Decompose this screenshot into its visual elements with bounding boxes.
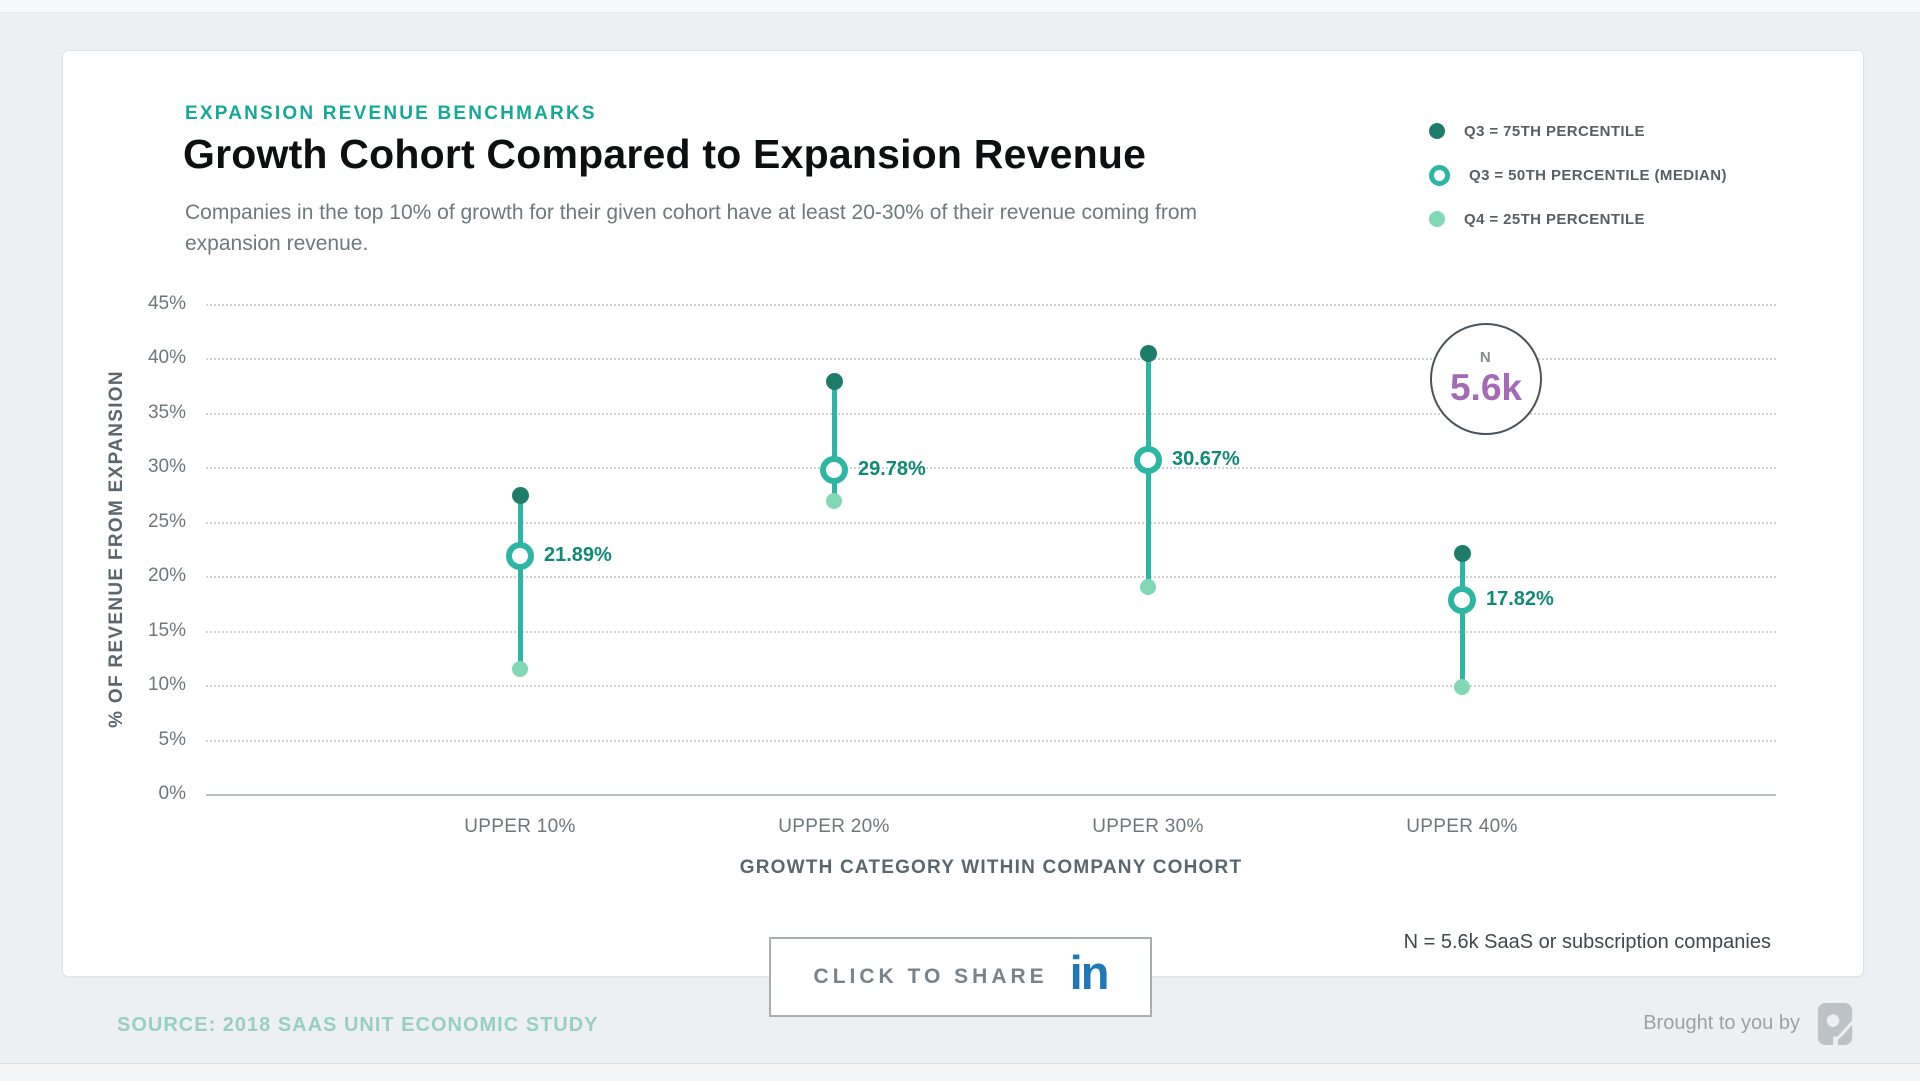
x-tick-label-upper-40-: UPPER 40% <box>1406 816 1518 837</box>
q4-25th-percentile-dot-upper-20- <box>826 493 842 510</box>
gridline-0 <box>206 794 1776 796</box>
eyebrow-label: EXPANSION REVENUE BENCHMARKS <box>185 103 597 124</box>
linkedin-icon: in <box>1069 945 1110 999</box>
median-ring-upper-20- <box>820 455 848 484</box>
legend-row-2: Q4 = 25TH PERCENTILE <box>1429 197 1727 241</box>
legend-marker-ring-icon <box>1429 164 1450 186</box>
x-tick-label-upper-30-: UPPER 30% <box>1092 816 1204 837</box>
legend-label: Q4 = 25TH PERCENTILE <box>1464 210 1645 228</box>
legend-marker-filled-dark-icon <box>1429 123 1445 139</box>
legend-label: Q3 = 75TH PERCENTILE <box>1464 122 1645 140</box>
x-tick-label-upper-10-: UPPER 10% <box>464 816 576 837</box>
q4-25th-percentile-dot-upper-30- <box>1140 579 1156 596</box>
page-subtitle: Companies in the top 10% of growth for t… <box>185 201 1198 255</box>
profitwell-logo-icon <box>1814 1000 1856 1046</box>
y-axis-title: % OF REVENUE FROM EXPANSION <box>106 370 127 728</box>
brought-by-label: Brought to you by <box>1643 1011 1800 1034</box>
share-button-label: CLICK TO SHARE <box>813 965 1048 988</box>
gridline-15 <box>206 630 1776 633</box>
chart-card: EXPANSION REVENUE BENCHMARKS Growth Coho… <box>62 50 1864 977</box>
sample-size-note: N = 5.6k SaaS or subscription companies <box>1403 931 1771 953</box>
gridline-45 <box>206 304 1776 306</box>
q3-75th-percentile-dot-upper-40- <box>1453 544 1471 562</box>
n-badge-label: N <box>1479 349 1493 366</box>
gridline-35 <box>206 412 1776 415</box>
q4-25th-percentile-dot-upper-40- <box>1454 679 1470 696</box>
legend-row-0: Q3 = 75TH PERCENTILE <box>1429 109 1727 153</box>
median-ring-upper-30- <box>1134 446 1162 475</box>
legend: Q3 = 75TH PERCENTILE Q3 = 50TH PERCENTILE… <box>1429 109 1727 241</box>
x-axis-title: GROWTH CATEGORY WITHIN COMPANY COHORT <box>739 857 1243 878</box>
y-tick-label-35: 35% <box>147 401 186 423</box>
gridline-20 <box>206 576 1776 579</box>
q4-25th-percentile-dot-upper-10- <box>512 660 528 677</box>
x-tick-label-upper-20-: UPPER 20% <box>778 816 890 837</box>
y-tick-label-10: 10% <box>147 674 186 696</box>
y-tick-label-15: 15% <box>147 619 186 641</box>
median-value-label-upper-20-: 29.78% <box>858 457 926 480</box>
median-value-label-upper-40-: 17.82% <box>1486 587 1554 610</box>
q3-75th-percentile-dot-upper-30- <box>1139 344 1157 362</box>
legend-label: Q3 = 50TH PERCENTILE (MEDIAN) <box>1469 166 1727 184</box>
legend-marker-filled-light-icon <box>1429 211 1445 227</box>
q3-75th-percentile-dot-upper-20- <box>825 372 843 390</box>
gridline-25 <box>206 521 1776 524</box>
range-stick-upper-20- <box>831 381 837 502</box>
source-credit: SOURCE: 2018 SAAS UNIT ECONOMIC STUDY <box>117 1014 599 1036</box>
y-tick-label-0: 0% <box>158 783 186 804</box>
n-count-badge: N 5.6k <box>1430 323 1542 435</box>
click-to-share-button[interactable]: CLICK TO SHARE in <box>769 937 1152 1017</box>
range-stick-upper-10- <box>517 495 523 669</box>
gridline-5 <box>206 739 1776 742</box>
median-ring-upper-10- <box>506 541 534 570</box>
brought-to-you-by: Brought to you by <box>1643 1000 1856 1046</box>
range-stick-upper-40- <box>1459 553 1465 688</box>
y-tick-label-25: 25% <box>147 510 186 532</box>
median-value-label-upper-30-: 30.67% <box>1172 448 1240 471</box>
y-tick-label-45: 45% <box>147 293 186 314</box>
gridline-10 <box>206 685 1776 688</box>
plot-area: 0% 5% 10% 15% 20% 25% 30% 35% 40% 45% 21.89% UPPER … <box>148 293 1776 837</box>
y-tick-label-20: 20% <box>147 565 186 587</box>
y-tick-label-5: 5% <box>158 728 186 750</box>
median-ring-upper-40- <box>1448 585 1476 614</box>
page-title: Growth Cohort Compared to Expansion Reve… <box>183 131 1147 177</box>
gridline-40 <box>206 358 1776 361</box>
n-badge-value: 5.6k <box>1449 367 1522 408</box>
top-strip <box>0 0 1920 13</box>
gridline-30 <box>206 467 1776 470</box>
median-value-label-upper-10-: 21.89% <box>544 543 612 566</box>
q3-75th-percentile-dot-upper-10- <box>511 487 529 505</box>
bottom-strip <box>0 1063 1920 1081</box>
y-tick-label-30: 30% <box>147 456 186 478</box>
y-tick-label-40: 40% <box>147 347 186 369</box>
legend-row-1: Q3 = 50TH PERCENTILE (MEDIAN) <box>1429 153 1727 197</box>
